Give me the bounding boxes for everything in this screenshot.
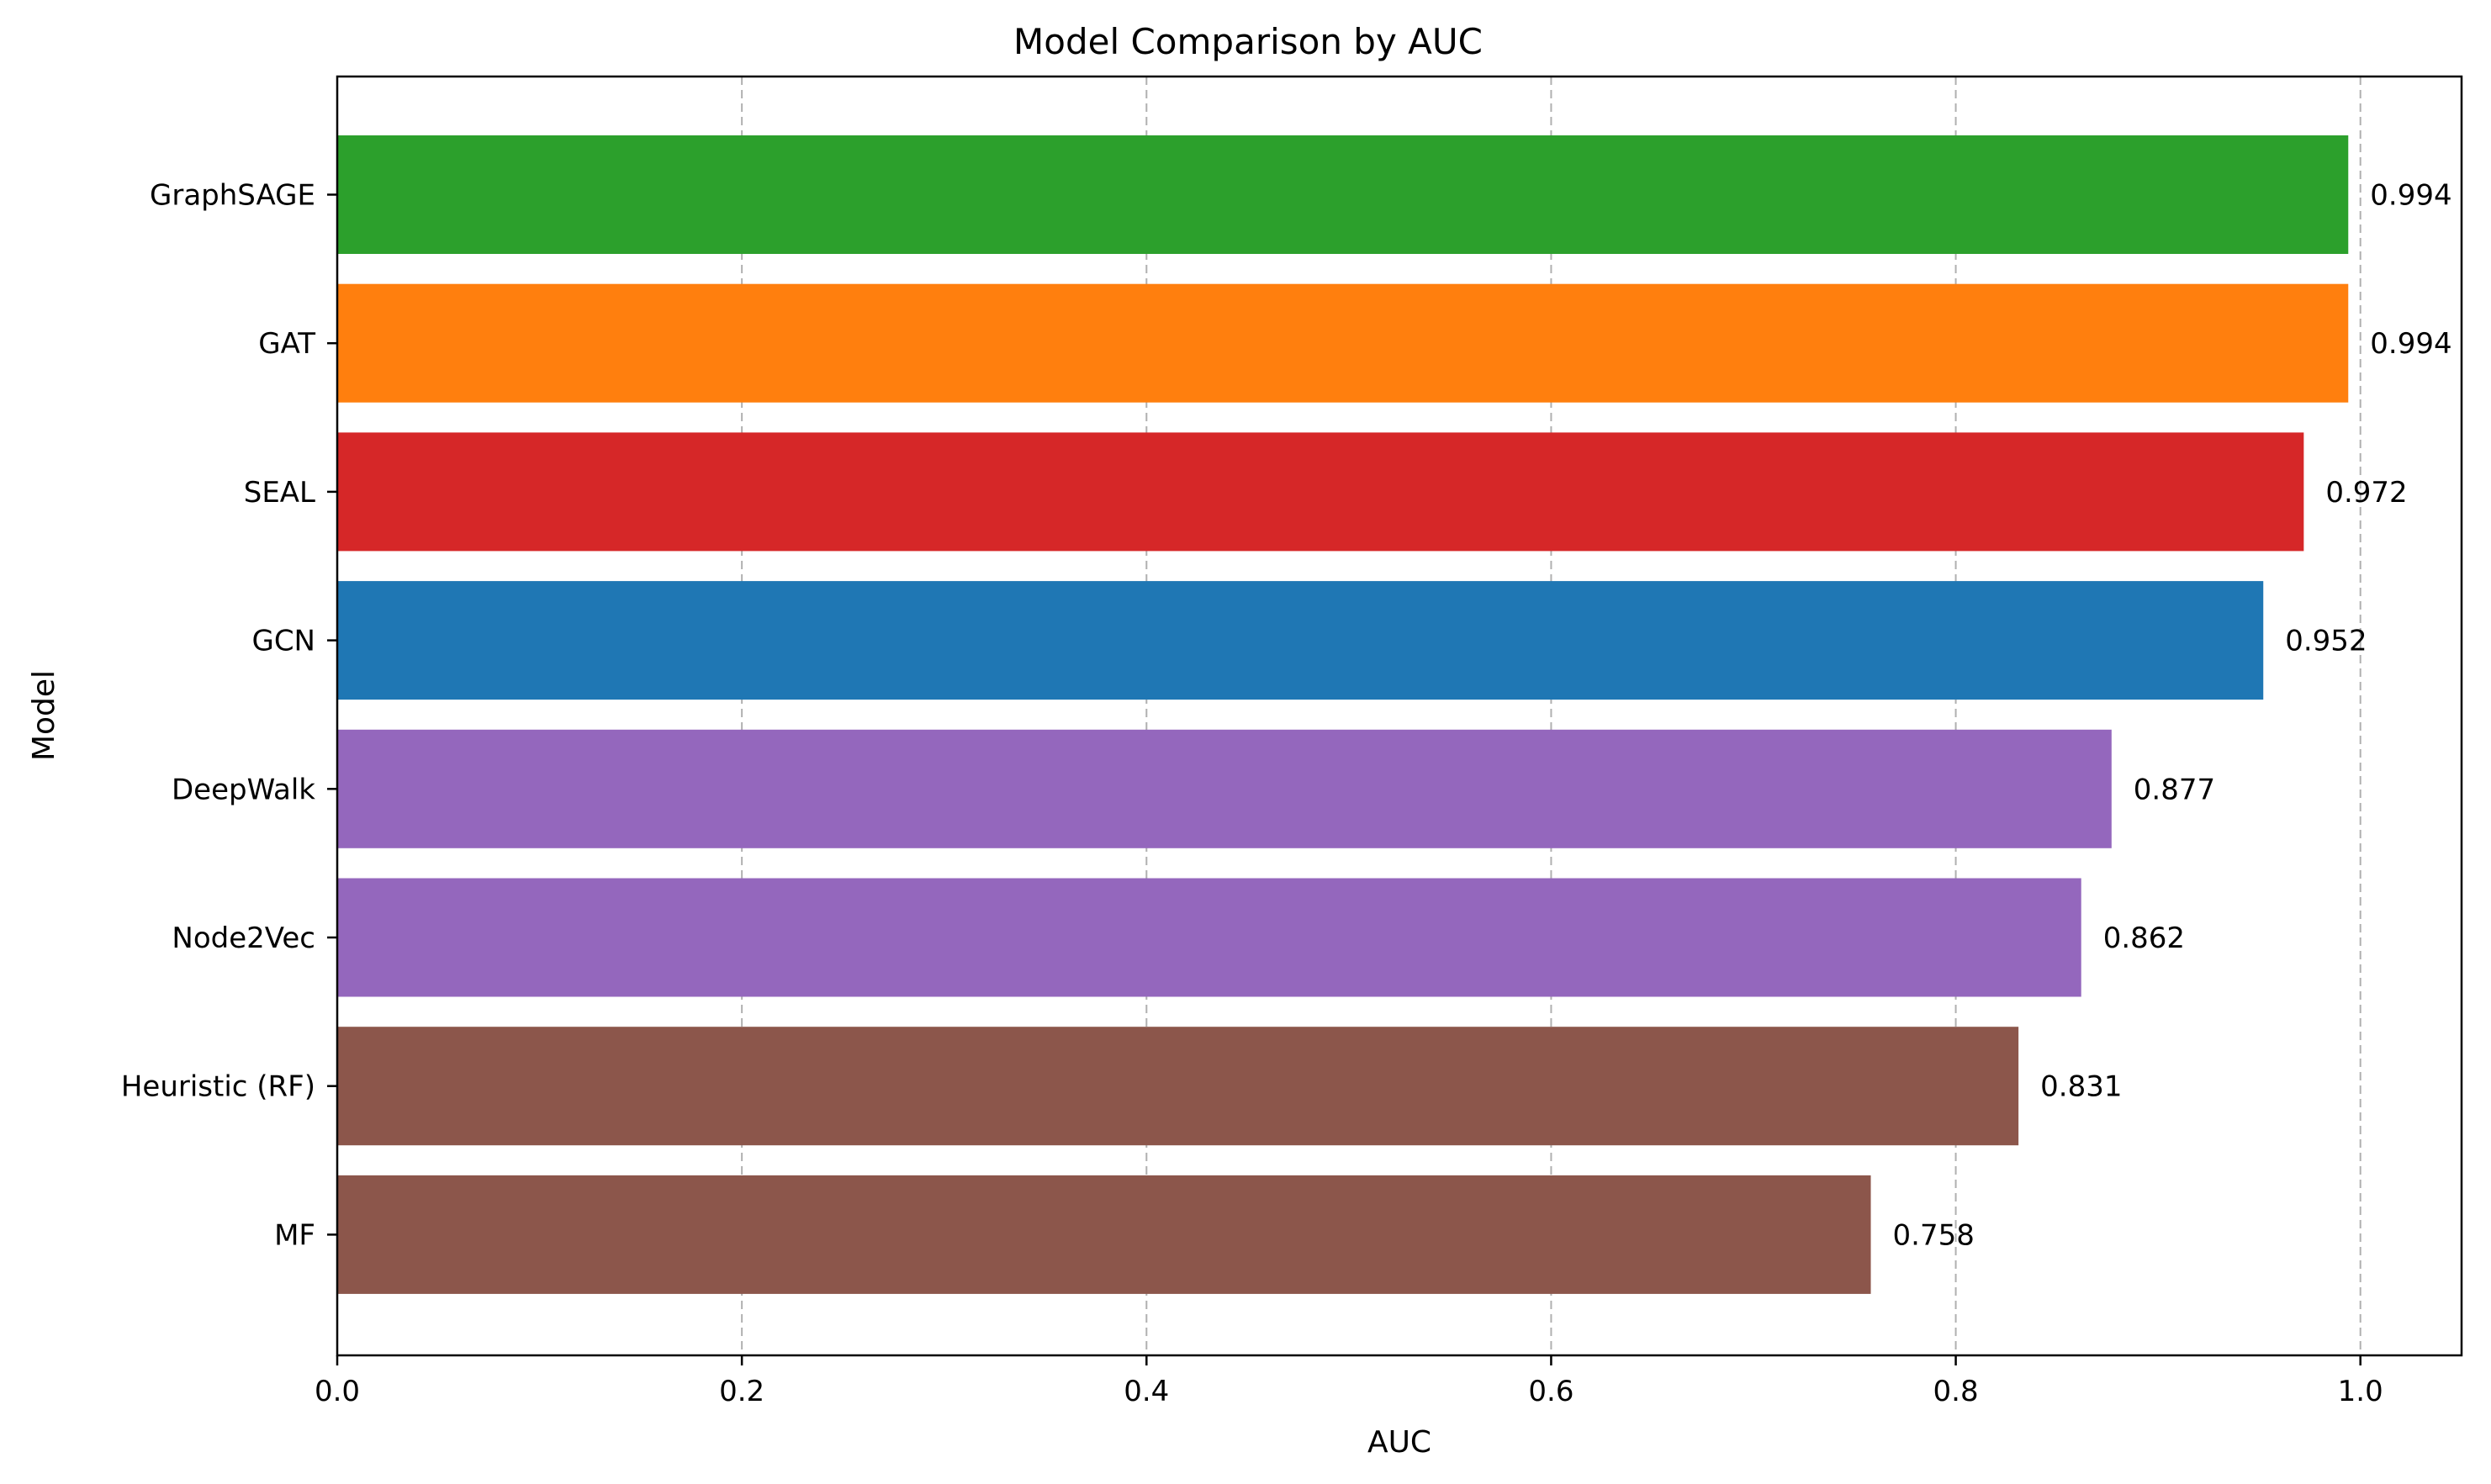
x-tick-label: 0.8 (1933, 1375, 1979, 1408)
x-tick-label: 1.0 (2338, 1375, 2383, 1408)
y-tick-label: SEAL (244, 476, 315, 510)
data-label: 0.994 (2370, 179, 2451, 213)
bar (337, 878, 2081, 997)
bar (337, 432, 2304, 552)
y-tick-label: Heuristic (RF) (121, 1070, 315, 1104)
y-axis-ticks: GraphSAGE GAT SEAL GCN DeepWalk Node2Vec Heuri… (121, 179, 337, 1252)
y-axis-label: Model (27, 670, 61, 761)
x-tick-label: 0.0 (315, 1375, 360, 1408)
bar (337, 729, 2112, 848)
x-tick-label: 0.6 (1528, 1375, 1573, 1408)
x-tick-label: 0.2 (719, 1375, 764, 1408)
x-axis-label: AUC (1367, 1425, 1431, 1460)
y-tick-label: GraphSAGE (150, 179, 315, 213)
bar (337, 283, 2349, 403)
x-tick-label: 0.4 (1124, 1375, 1169, 1408)
y-tick-label: Node2Vec (172, 922, 315, 955)
y-tick-label: DeepWalk (172, 773, 315, 806)
data-label: 0.994 (2370, 327, 2451, 361)
data-label: 0.831 (2040, 1070, 2122, 1104)
data-label: 0.862 (2103, 922, 2185, 955)
data-label: 0.952 (2285, 625, 2367, 658)
bar (337, 135, 2349, 254)
bars (337, 135, 2349, 1294)
y-tick-label: GCN (251, 625, 315, 658)
chart-title: Model Comparison by AUC (1013, 21, 1483, 62)
bar (337, 581, 2264, 700)
data-label: 0.758 (1893, 1218, 1975, 1252)
x-axis-ticks: 0.0 0.2 0.4 0.6 0.8 1.0 (315, 1355, 2383, 1408)
bar (337, 1027, 2019, 1146)
bar (337, 1175, 1871, 1294)
y-tick-label: MF (274, 1218, 315, 1252)
y-tick-label: GAT (258, 327, 315, 361)
data-label: 0.972 (2325, 476, 2407, 510)
plot-frame (336, 75, 2463, 1357)
data-labels: 0.994 0.994 0.972 0.952 0.877 0.862 0.831 0.758 (1893, 179, 2452, 1253)
data-label: 0.877 (2134, 773, 2215, 806)
grid-lines (741, 77, 2361, 1355)
